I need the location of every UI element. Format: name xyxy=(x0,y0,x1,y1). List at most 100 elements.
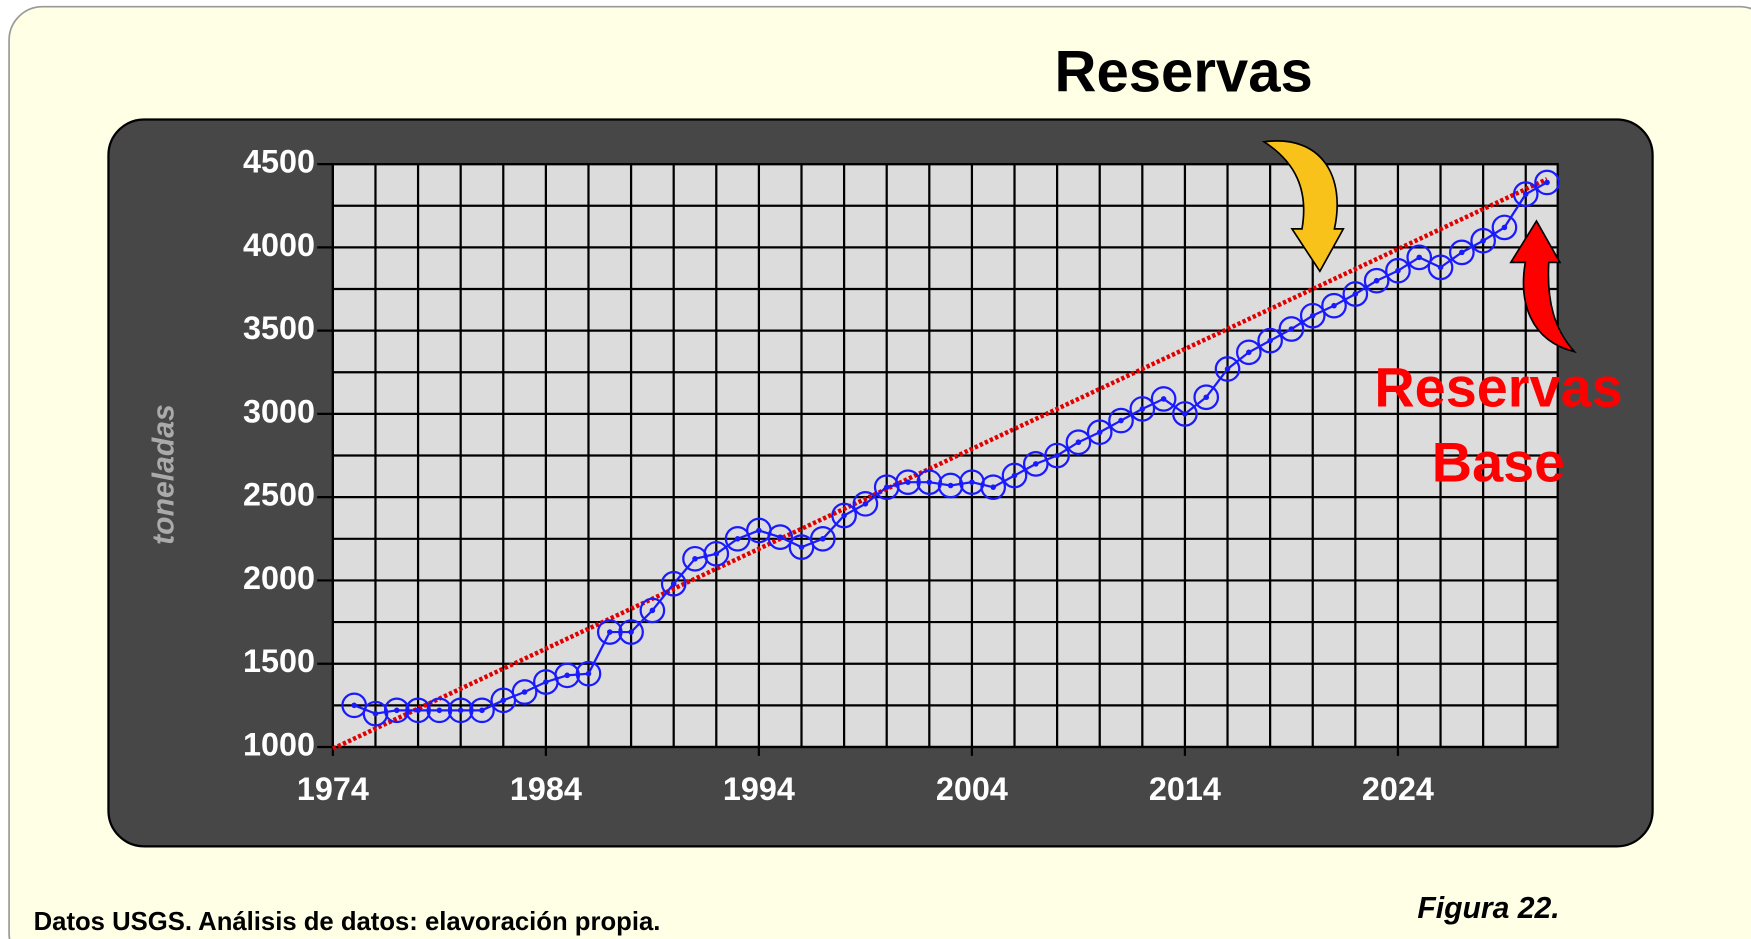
data-point xyxy=(1257,327,1283,354)
data-point-center xyxy=(883,484,890,490)
data-point xyxy=(511,679,538,705)
marks xyxy=(331,169,1560,751)
data-point xyxy=(1534,169,1560,196)
data-point-center xyxy=(777,534,783,540)
y-tick-label: 3000 xyxy=(243,393,315,429)
data-point-center xyxy=(1054,452,1060,459)
data-point-center xyxy=(670,580,677,587)
y-tick-label: 4500 xyxy=(243,144,315,180)
data-point-center xyxy=(734,536,741,542)
plot-border xyxy=(331,163,1559,749)
trend-line xyxy=(331,177,1548,751)
data-point xyxy=(980,474,1007,501)
data-point xyxy=(1321,292,1347,319)
data-point xyxy=(916,469,943,496)
data-point xyxy=(1108,407,1134,434)
data-point xyxy=(1342,281,1369,307)
data-point-center xyxy=(436,707,443,714)
data-point xyxy=(1406,244,1433,271)
data-point-center xyxy=(905,479,911,485)
data-point xyxy=(703,540,730,567)
data-point xyxy=(1065,429,1092,456)
data-point xyxy=(575,660,602,687)
data-point-center xyxy=(1331,302,1337,309)
data-point-center xyxy=(351,702,357,709)
data-point xyxy=(1214,356,1241,382)
data-point xyxy=(383,697,410,724)
data-point-center xyxy=(415,707,421,714)
data-point-center xyxy=(713,551,720,557)
y-tick-label: 1000 xyxy=(243,727,315,763)
data-point-center xyxy=(649,607,656,614)
x-tick-label: 2024 xyxy=(1362,771,1434,807)
data-point xyxy=(1363,267,1390,294)
data-point-center xyxy=(1011,472,1018,479)
y-tick-label: 4000 xyxy=(243,227,315,263)
data-point xyxy=(554,662,581,689)
data-point xyxy=(618,619,644,645)
data-point-center xyxy=(926,479,933,485)
data-point-center xyxy=(393,707,400,714)
data-point xyxy=(1278,316,1305,342)
data-point xyxy=(895,469,921,496)
annotation: Reservas xyxy=(1055,39,1313,104)
data-point-center xyxy=(479,707,485,714)
data-point-center xyxy=(1182,411,1188,417)
data-point xyxy=(1044,442,1070,469)
data-point-center xyxy=(969,479,975,485)
data-point-center xyxy=(1033,461,1039,467)
red-arrow xyxy=(1509,219,1577,354)
data-point xyxy=(852,490,879,517)
y-tick-label: 2500 xyxy=(243,477,315,513)
data-point-center xyxy=(1480,237,1486,244)
data-point xyxy=(1001,462,1028,489)
data-point xyxy=(639,597,666,624)
data-point-center xyxy=(820,536,826,542)
data-point xyxy=(1235,339,1262,366)
data-point-center xyxy=(1224,366,1231,372)
data-point xyxy=(1427,254,1454,281)
data-point-center xyxy=(692,555,698,562)
footer: Datos USGS. Análisis de datos: elavoraci… xyxy=(34,908,661,936)
data-point-center xyxy=(1203,394,1210,401)
data-point-center xyxy=(521,689,528,695)
data-point-center xyxy=(1075,439,1082,446)
data-point-center xyxy=(1096,429,1103,436)
data-point-center xyxy=(606,629,613,635)
data-point xyxy=(1385,257,1411,284)
data-point xyxy=(809,525,836,552)
data-point xyxy=(767,524,794,550)
data-point-center xyxy=(1267,337,1273,344)
data-point-center xyxy=(543,679,549,685)
data-point-center xyxy=(798,544,805,550)
data-point xyxy=(426,697,453,724)
data-point-center xyxy=(862,501,869,507)
y-tick-label: 1500 xyxy=(243,643,315,679)
x-tick-label: 1984 xyxy=(510,771,582,807)
x-tick-label: 1994 xyxy=(723,771,795,807)
data-point-center xyxy=(1501,224,1508,231)
x-tick-label: 2004 xyxy=(936,771,1008,807)
data-point xyxy=(1491,214,1518,241)
y-axis-label: toneladas xyxy=(147,404,180,545)
data-point xyxy=(660,570,687,597)
data-point-center xyxy=(1395,267,1401,274)
data-point xyxy=(596,619,623,645)
labels: 1974 1984 1994 2004 2014 2024 1000 1500 2000 2500… xyxy=(243,144,1434,807)
data-point-center xyxy=(1139,406,1146,412)
data-point xyxy=(405,697,431,724)
data-point xyxy=(362,700,389,727)
data-point-center xyxy=(1373,277,1380,284)
data-point xyxy=(1193,384,1220,411)
data-point-center xyxy=(1544,179,1550,186)
data-point xyxy=(447,697,474,724)
data-point xyxy=(469,697,495,724)
data-point xyxy=(1449,239,1475,266)
y-tick-label: 3500 xyxy=(243,310,315,346)
data-point-center xyxy=(1437,264,1444,271)
data-point xyxy=(937,472,964,499)
data-point-center xyxy=(1522,191,1529,197)
data-point-center xyxy=(1416,254,1423,261)
